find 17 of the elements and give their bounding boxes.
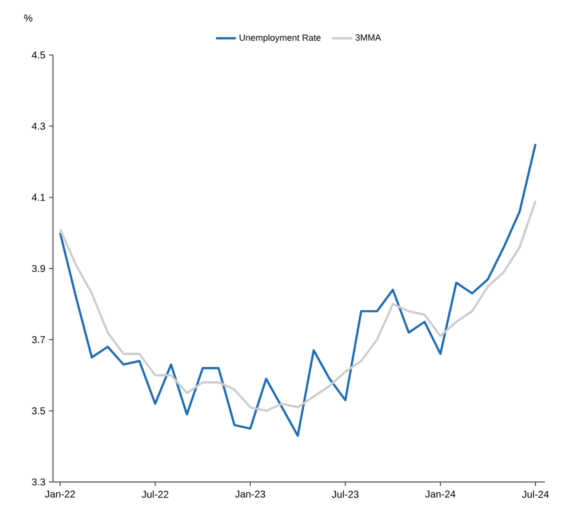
line-series [59, 200, 537, 412]
x-tick-label: Jan-22 [45, 490, 75, 498]
y-tick-label: 4.5 [32, 52, 46, 58]
y-tick-label: 3.9 [32, 264, 46, 272]
legend-label: 3MMA [355, 34, 382, 41]
y-tick-label: 4.1 [32, 194, 45, 201]
y-tick-label: 3.5 [32, 407, 46, 414]
y-tick-label: 4.3 [32, 122, 46, 130]
x-tick-label: Jan-24 [425, 490, 456, 498]
y-tick-label: 3.3 [32, 478, 46, 486]
x-tick-label: Jul-22 [142, 490, 168, 498]
legend-label: Unemployment Rate [240, 34, 321, 43]
x-tick-label: Jul-24 [522, 490, 549, 498]
y-tick-label: 3.7 [32, 336, 45, 344]
y-axis-title: % [24, 14, 32, 22]
x-tick-label: Jul-23 [332, 490, 359, 498]
x-tick-label: Jan-23 [235, 490, 266, 498]
